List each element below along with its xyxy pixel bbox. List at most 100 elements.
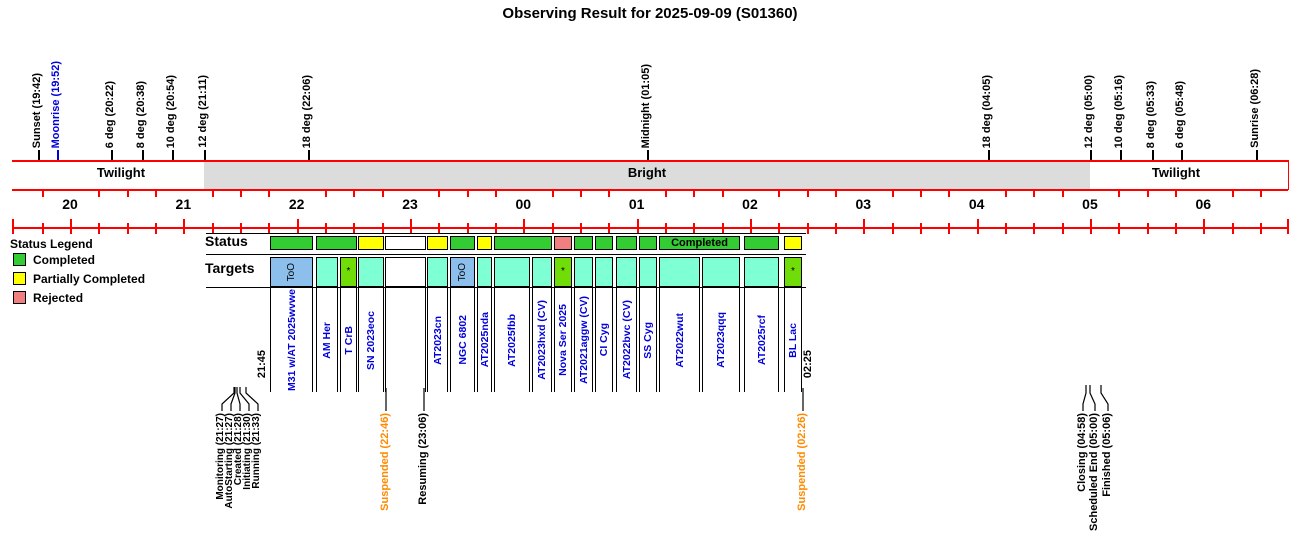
target-name: T CrB	[342, 325, 355, 355]
target-name-cell: AT2025nda	[477, 288, 492, 392]
target-name: M31 w/AT 2025wvwe	[285, 289, 298, 391]
quarter-tick-lower	[438, 223, 441, 234]
status-block	[385, 236, 426, 250]
quarter-tick-upper	[466, 190, 469, 197]
legend-swatch-completed	[13, 253, 26, 266]
quarter-tick-upper	[324, 190, 327, 197]
quarter-tick-lower	[1118, 223, 1121, 234]
quarter-tick-upper	[1061, 190, 1064, 197]
status-block	[477, 236, 492, 250]
monitor-star-mark: *	[346, 266, 351, 277]
target-block: *	[340, 257, 357, 287]
hour-tick-lower	[523, 219, 526, 234]
status-block	[616, 236, 637, 250]
quarter-tick-upper	[126, 190, 129, 197]
target-name: SS Cyg	[642, 321, 654, 359]
connector-line	[239, 387, 250, 411]
quarter-tick-upper	[1004, 190, 1007, 197]
monitor-star-mark: *	[791, 266, 795, 277]
quarter-tick-lower	[778, 223, 781, 234]
hour-tick-lower	[70, 219, 72, 234]
target-name-cell: CI Cyg	[595, 288, 613, 392]
quarter-tick-lower	[664, 223, 667, 234]
hour-label: 04	[968, 196, 985, 212]
quarter-tick-lower	[239, 223, 242, 234]
sky-marker-label: 12 deg (05:00)	[1083, 74, 1095, 148]
target-name-cell: SN 2023eoc	[358, 288, 384, 392]
too-flag-label: ToO	[286, 262, 297, 282]
hour-label: 01	[628, 196, 645, 212]
quarter-tick-lower	[1146, 223, 1149, 234]
too-flag-label: ToO	[457, 262, 468, 282]
sky-marker-tick	[142, 150, 144, 160]
hour-tick-lower	[749, 219, 752, 234]
status-block	[574, 236, 593, 250]
quarter-tick-upper	[1033, 190, 1036, 197]
sky-marker-label: Sunrise (06:28)	[1249, 69, 1261, 148]
connector-line	[245, 387, 259, 411]
target-block	[477, 257, 492, 287]
hour-tick-lower	[409, 219, 412, 234]
target-block	[574, 257, 593, 287]
status-block	[358, 236, 384, 250]
quarter-tick-lower	[466, 223, 469, 234]
sky-marker-tick	[57, 150, 59, 160]
sky-marker-tick	[647, 150, 649, 160]
target-block	[639, 257, 657, 287]
status-block	[744, 236, 779, 250]
sky-marker-label: Moonrise (19:52)	[50, 60, 62, 148]
sky-marker-label: 6 deg (20:22)	[104, 80, 116, 148]
band-segment-label: Twilight	[96, 165, 146, 180]
quarter-tick-upper	[919, 190, 922, 197]
band-top-line	[12, 160, 1288, 162]
status-row-label: Status	[205, 233, 248, 249]
target-name-cell: NGC 6802	[450, 288, 475, 392]
band-segment-label: Twilight	[1151, 165, 1201, 180]
sky-marker-label: Midnight (01:05)	[640, 63, 652, 148]
sky-marker-label: 18 deg (04:05)	[981, 74, 993, 148]
band-segment-bright	[204, 162, 1090, 189]
quarter-tick-upper	[211, 190, 214, 197]
quarter-tick-lower	[608, 223, 611, 234]
hour-label: 23	[402, 196, 418, 212]
run-event-label: Resuming (23:06)	[417, 413, 429, 505]
run-event-label: Suspended (22:46)	[379, 413, 391, 511]
quarter-tick-upper	[1174, 190, 1177, 197]
status-block	[784, 236, 802, 250]
target-block	[744, 257, 779, 287]
target-name: AT2021aggw (CV)	[577, 296, 590, 384]
target-name: NGC 6802	[456, 315, 469, 365]
status-block	[270, 236, 313, 250]
status-block	[639, 236, 657, 250]
sky-marker-tick	[988, 150, 990, 160]
quarter-tick-upper	[1259, 190, 1262, 197]
hour-label: 00	[515, 196, 532, 212]
status-block	[494, 236, 552, 250]
sky-marker-tick	[1152, 150, 1154, 160]
quarter-tick-upper	[494, 190, 497, 197]
sky-marker-label: 6 deg (05:48)	[1174, 80, 1186, 148]
target-name: AT2023hxd (CV)	[536, 300, 548, 380]
connector-line	[236, 387, 241, 411]
quarter-tick-upper	[353, 190, 356, 197]
run-event-label: Scheduled End (05:00)	[1088, 413, 1100, 531]
target-name-cell: Nova Ser 2025	[554, 288, 572, 392]
quarter-tick-upper	[381, 190, 384, 197]
target-name: SN 2023eoc	[365, 310, 377, 370]
connector-line	[1082, 385, 1087, 411]
target-name-cell: AT2021aggw (CV)	[574, 288, 593, 392]
quarter-tick-lower	[806, 223, 809, 234]
band-segment-twilight	[1090, 162, 1288, 189]
status-row-top-line	[206, 233, 806, 234]
quarter-tick-lower	[693, 223, 696, 234]
hour-tick-lower	[296, 219, 299, 234]
quarter-tick-upper	[551, 190, 554, 197]
quarter-tick-lower	[834, 223, 837, 234]
quarter-tick-lower	[1033, 223, 1036, 234]
quarter-tick-lower	[721, 223, 724, 234]
quarter-tick-lower	[494, 223, 497, 234]
status-block	[427, 236, 448, 250]
quarter-tick-lower	[551, 223, 554, 234]
target-block	[616, 257, 637, 287]
target-block	[358, 257, 384, 287]
